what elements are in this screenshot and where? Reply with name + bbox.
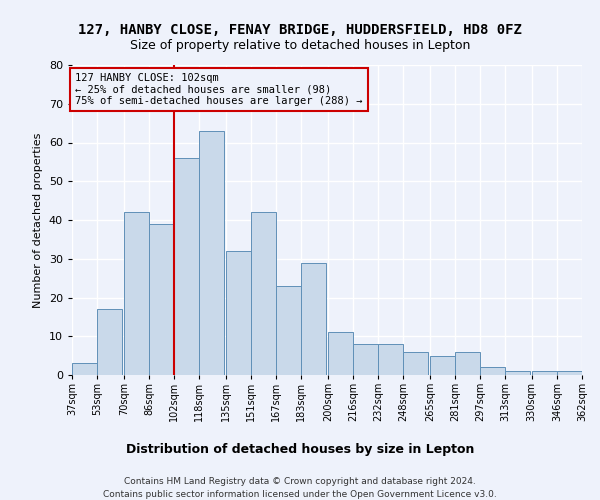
Bar: [199, 131, 224, 375]
Bar: [301, 262, 326, 375]
Y-axis label: Number of detached properties: Number of detached properties: [33, 132, 43, 308]
Text: 127, HANBY CLOSE, FENAY BRIDGE, HUDDERSFIELD, HD8 0FZ: 127, HANBY CLOSE, FENAY BRIDGE, HUDDERSF…: [78, 22, 522, 36]
Bar: [124, 212, 149, 375]
Bar: [557, 371, 582, 375]
Bar: [532, 371, 557, 375]
Bar: [403, 352, 428, 375]
Bar: [455, 352, 480, 375]
Bar: [276, 286, 301, 375]
Bar: [174, 158, 199, 375]
Text: Contains public sector information licensed under the Open Government Licence v3: Contains public sector information licen…: [103, 490, 497, 499]
Bar: [430, 356, 455, 375]
Bar: [480, 367, 505, 375]
Text: Distribution of detached houses by size in Lepton: Distribution of detached houses by size …: [126, 442, 474, 456]
Bar: [505, 371, 530, 375]
Bar: [226, 251, 251, 375]
Bar: [72, 364, 97, 375]
Bar: [378, 344, 403, 375]
Text: 127 HANBY CLOSE: 102sqm
← 25% of detached houses are smaller (98)
75% of semi-de: 127 HANBY CLOSE: 102sqm ← 25% of detache…: [75, 72, 362, 106]
Bar: [251, 212, 276, 375]
Bar: [328, 332, 353, 375]
Bar: [97, 309, 122, 375]
Bar: [353, 344, 378, 375]
Bar: [149, 224, 174, 375]
Text: Contains HM Land Registry data © Crown copyright and database right 2024.: Contains HM Land Registry data © Crown c…: [124, 478, 476, 486]
Text: Size of property relative to detached houses in Lepton: Size of property relative to detached ho…: [130, 39, 470, 52]
